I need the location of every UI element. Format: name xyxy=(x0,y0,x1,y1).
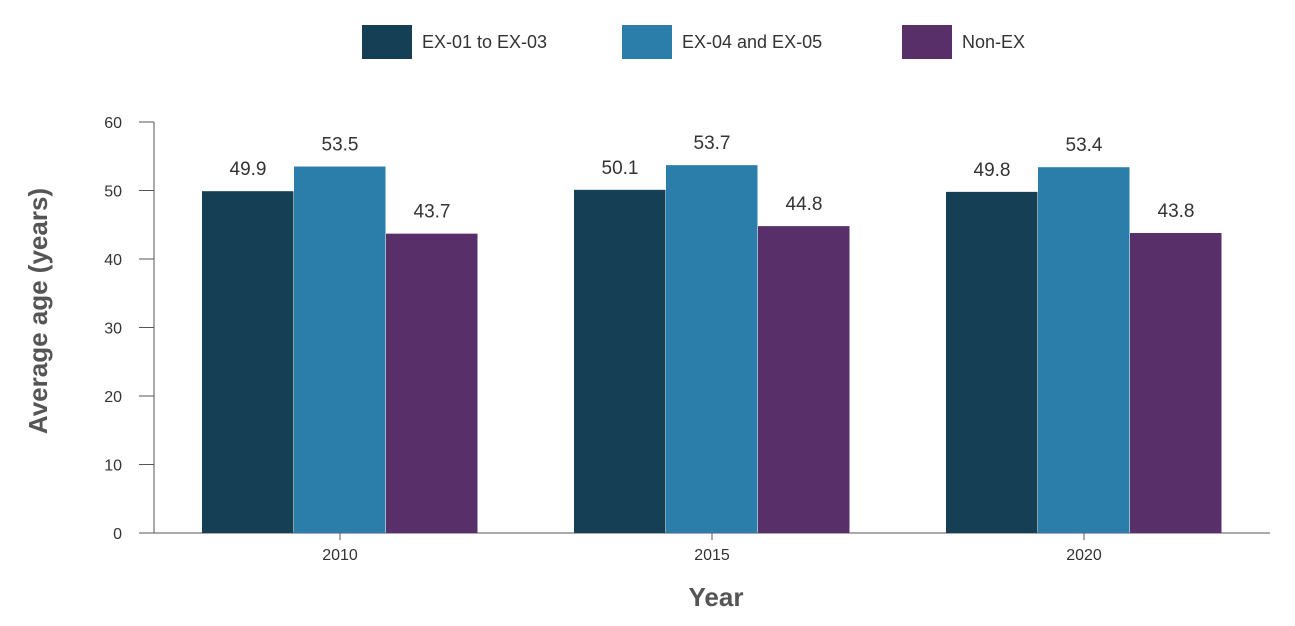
y-tick-label: 60 xyxy=(104,115,122,132)
legend-item-ex01-ex03: EX-01 to EX-03 xyxy=(362,22,547,62)
bar xyxy=(294,166,386,533)
bar xyxy=(1130,232,1222,533)
legend-label-ex01-ex03: EX-01 to EX-03 xyxy=(422,31,548,52)
bar-value-label: 53.7 xyxy=(694,133,731,154)
bar xyxy=(758,226,850,533)
bar-value-label: 53.5 xyxy=(322,135,359,156)
bar xyxy=(202,191,294,533)
bars xyxy=(202,165,1222,533)
bar xyxy=(574,189,666,533)
bar xyxy=(386,233,478,533)
bar-value-label: 50.1 xyxy=(602,158,639,179)
data-labels: 49.9 53.5 43.7 50.1 53.7 44.8 49.8 53.4 43.8 xyxy=(230,133,1195,223)
bar xyxy=(1038,167,1130,533)
legend-swatch-non-ex xyxy=(902,25,952,59)
y-tick-label: 30 xyxy=(104,321,122,338)
legend-item-ex04-ex05: EX-04 and EX-05 xyxy=(622,22,822,62)
y-tick-label: 40 xyxy=(104,252,122,269)
bar xyxy=(666,165,758,533)
y-tick-label: 20 xyxy=(104,389,122,406)
bar-value-label: 53.4 xyxy=(1066,135,1103,156)
legend-item-non-ex: Non-EX xyxy=(902,22,1025,62)
x-tick-label: 2010 xyxy=(322,547,358,564)
y-tick-label: 50 xyxy=(104,184,122,201)
y-tick-label: 0 xyxy=(113,526,122,543)
x-axis-title: Year xyxy=(689,582,744,612)
legend-label-ex04-ex05: EX-04 and EX-05 xyxy=(682,31,823,52)
y-tick-label: 10 xyxy=(104,458,122,475)
x-tick-label: 2015 xyxy=(694,547,730,564)
x-tick-label: 2020 xyxy=(1066,547,1102,564)
legend-label-non-ex: Non-EX xyxy=(962,31,1026,52)
legend-swatch-ex04-ex05 xyxy=(622,25,672,59)
bar-value-label: 44.8 xyxy=(786,194,823,215)
bar-value-label: 49.9 xyxy=(230,159,267,180)
bar-value-label: 43.7 xyxy=(414,202,451,223)
bar xyxy=(946,191,1038,533)
legend-swatch-ex01-ex03 xyxy=(362,25,412,59)
y-axis-title: Average age (years) xyxy=(23,188,53,434)
bar-value-label: 49.8 xyxy=(974,160,1011,181)
legend: EX-01 to EX-03 EX-04 and EX-05 Non-EX xyxy=(0,22,1295,62)
bar-value-label: 43.8 xyxy=(1158,201,1195,222)
